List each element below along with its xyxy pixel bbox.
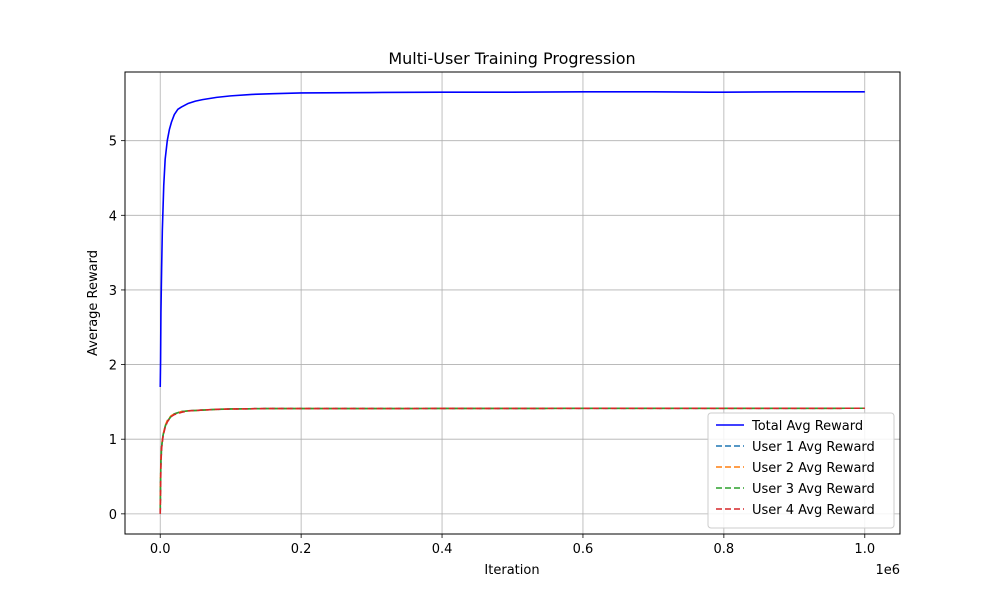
series-group	[159, 90, 865, 514]
y-tick-label: 3	[109, 284, 117, 299]
legend-entry-label: User 3 Avg Reward	[752, 482, 875, 497]
legend-entry-label: User 2 Avg Reward	[752, 461, 875, 476]
axis-ticks: 0.0 0.2 0.4 0.6 0.8 1.0 0 1 2 3 4 5	[109, 135, 875, 557]
y-axis-label: Average Reward	[86, 250, 101, 356]
legend-entry-label: Total Avg Reward	[751, 419, 863, 434]
x-tick-label: 0.2	[291, 542, 312, 557]
plot-frame	[124, 71, 901, 535]
chart-title: Multi-User Training Progression	[388, 49, 635, 68]
legend-entry-label: User 1 Avg Reward	[752, 440, 875, 455]
y-tick-label: 4	[109, 209, 117, 224]
x-axis-label: Iteration	[484, 563, 539, 578]
y-tick-label: 5	[109, 135, 117, 150]
legend-box	[707, 412, 895, 529]
y-tick-label: 2	[109, 359, 117, 374]
y-tick-label: 1	[109, 433, 117, 448]
x-tick-label: 0.6	[573, 542, 594, 557]
series-line-5	[159, 407, 865, 514]
x-axis-offset-label: 1e6	[875, 563, 900, 578]
x-tick-label: 0.8	[714, 542, 735, 557]
series-line-1	[159, 90, 865, 387]
y-tick-label: 0	[109, 508, 117, 523]
x-tick-label: 0.4	[432, 542, 453, 557]
legend: Total Avg Reward User 1 Avg Reward User 2 …	[707, 412, 895, 529]
legend-entry-label: User 4 Avg Reward	[752, 503, 875, 518]
x-tick-label: 1.0	[854, 542, 875, 557]
x-tick-label: 0.0	[150, 542, 171, 557]
